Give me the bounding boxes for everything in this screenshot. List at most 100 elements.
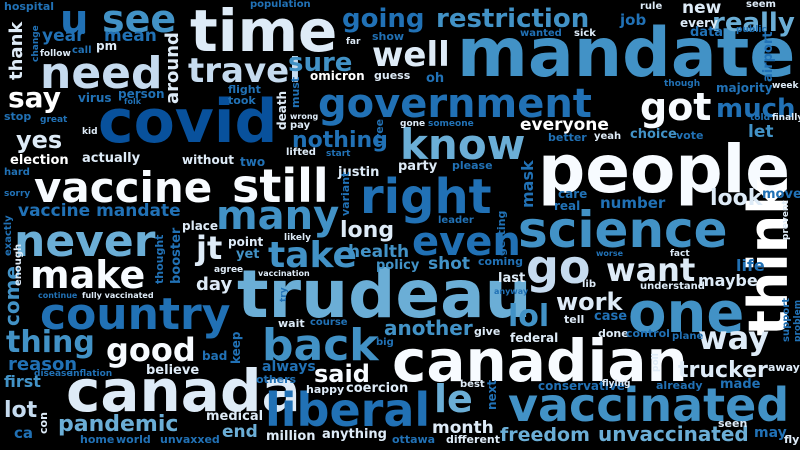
word-inflation: inflation: [70, 369, 113, 379]
word-call: call: [72, 45, 92, 56]
word-done: done: [598, 327, 629, 340]
word-thank: thank: [6, 21, 27, 80]
word-majority: majority: [716, 81, 773, 95]
word-freedom: freedom: [500, 424, 590, 446]
word-say: say: [8, 81, 61, 114]
word-place: place: [182, 219, 219, 233]
word-wait: wait: [278, 317, 305, 330]
word-take: take: [268, 235, 357, 276]
word-make: make: [30, 253, 146, 297]
word-stop: stop: [4, 110, 32, 123]
word-month: month: [432, 418, 494, 438]
word-plane: plane: [672, 331, 704, 342]
word-go: go: [526, 240, 591, 294]
word-disease: disease: [34, 369, 73, 379]
word-change: change: [31, 25, 41, 62]
word-mask: mask: [518, 160, 537, 208]
word-vote: vote: [676, 129, 704, 142]
word-worse: worse: [596, 249, 624, 258]
word-shot: shot: [428, 254, 471, 274]
word-got: got: [640, 85, 712, 129]
word-never: never: [14, 216, 156, 267]
word-million: million: [266, 429, 316, 444]
word-virus: virus: [78, 91, 112, 105]
word-canadian: canadian: [392, 327, 688, 395]
word-vaccinated: vaccinated: [508, 378, 790, 432]
word-maybe: maybe: [698, 271, 758, 290]
word-agree: agree: [214, 265, 244, 275]
word-flight: flight: [228, 83, 261, 96]
word-much: much: [716, 94, 796, 124]
word-everyone: everyone: [520, 115, 609, 135]
word-home: home: [80, 433, 115, 446]
word-end: end: [222, 422, 258, 442]
word-reason: reason: [8, 354, 78, 375]
word-time: time: [190, 0, 338, 65]
word-job: job: [620, 11, 647, 29]
word-justin: justin: [338, 165, 380, 180]
word-medical: medical: [206, 409, 264, 424]
word-population: population: [250, 0, 311, 10]
word-number: number: [600, 194, 666, 212]
word-need: need: [40, 48, 163, 99]
word-oh: oh: [426, 71, 445, 86]
word-pm: pm: [96, 39, 118, 53]
word-sorry: sorry: [4, 189, 31, 199]
word-thought: thought: [153, 234, 166, 284]
word-free: free: [373, 118, 386, 144]
word-pandemic: pandemic: [58, 412, 179, 437]
word-every: every: [680, 16, 718, 30]
word-follow: follow: [40, 49, 71, 59]
word-way: way: [698, 319, 770, 357]
word-support: support: [781, 298, 792, 342]
word-problem: problem: [793, 299, 800, 342]
word-said: said: [314, 360, 370, 388]
word-happy: happy: [306, 383, 345, 396]
word-first: first: [4, 372, 41, 391]
word-course: course: [310, 317, 348, 328]
word-government: government: [318, 81, 592, 127]
word-country: country: [40, 289, 231, 340]
word-show: show: [372, 30, 405, 43]
word-life: life: [736, 256, 765, 275]
word-canada: canada: [66, 357, 301, 425]
word-vaccine-mandate: vaccine mandate: [18, 201, 181, 221]
word-big: big: [376, 337, 394, 348]
word-even: even: [412, 219, 521, 265]
word-lifted: lifted: [286, 147, 316, 158]
word-better: better: [548, 131, 587, 144]
word-around: around: [162, 32, 183, 104]
word-believe: believe: [146, 363, 200, 378]
word-told: told: [750, 113, 771, 123]
word-two: two: [240, 155, 266, 169]
word-see: see: [102, 0, 177, 41]
word-far: far: [346, 37, 361, 47]
word-must: must: [289, 76, 302, 108]
word-ottawa: ottawa: [392, 433, 436, 446]
word-actually: actually: [82, 151, 141, 166]
word-work: work: [556, 288, 623, 316]
word-long: long: [340, 218, 395, 243]
word-may: may: [754, 425, 787, 441]
word-fact: fact: [670, 249, 690, 259]
word-leader: leader: [438, 215, 474, 226]
word-continue: continue: [38, 291, 78, 300]
word-poll: poll: [651, 353, 661, 372]
word-want: want: [606, 251, 696, 289]
word-understand: understand: [640, 281, 705, 292]
word-anyway: anyway: [494, 287, 529, 296]
word-con: con: [37, 412, 50, 434]
word-flying: flying: [602, 379, 631, 389]
word-kid: kid: [82, 127, 98, 137]
word-folk: folk: [124, 97, 142, 106]
word-election: election: [10, 153, 69, 168]
word-though: though: [664, 79, 701, 89]
word-finally: finally: [772, 113, 800, 123]
word-real: real: [554, 199, 581, 213]
word-coercion: coercion: [346, 381, 409, 396]
word-control: control: [626, 327, 670, 340]
word-restriction: restriction: [436, 4, 590, 34]
word-one: one: [628, 281, 745, 346]
word-booster: booster: [169, 227, 184, 284]
